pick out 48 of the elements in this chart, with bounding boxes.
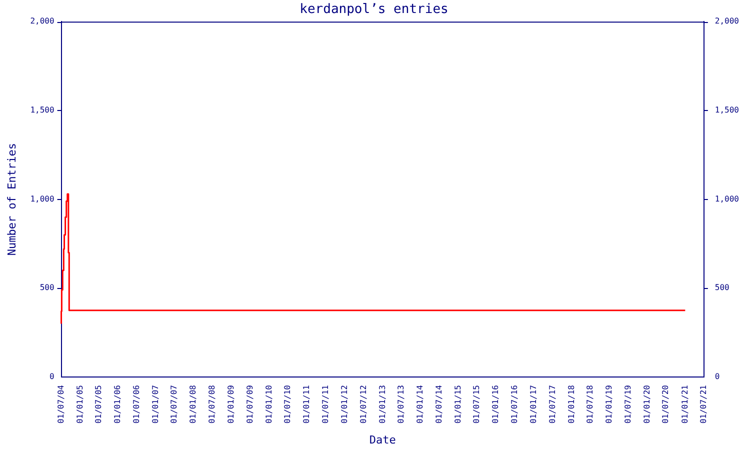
y2-tick-label: 1,000 (714, 194, 740, 204)
y-tick-label: 1,000 (30, 194, 54, 204)
x-tick-label: 01/01/18 (566, 384, 576, 424)
x-tick-label: 01/07/08 (208, 384, 217, 424)
x-tick-label: 01/01/16 (491, 384, 500, 424)
x-tick-label: 01/07/06 (132, 384, 141, 424)
x-tick-label: 01/07/07 (170, 384, 179, 424)
x-tick-label: 01/07/10 (283, 384, 292, 424)
x-tick-label: 01/01/13 (378, 384, 387, 424)
y2-tick-label: 2,000 (714, 16, 740, 26)
x-tick-label: 01/01/07 (150, 384, 160, 424)
y2-tick-label: 0 (714, 372, 720, 382)
y-axis-title: Number of Entries (5, 143, 18, 256)
x-tick-label: 01/01/14 (416, 384, 425, 424)
x-tick-label: 01/07/20 (661, 384, 670, 424)
y2-tick-label: 500 (714, 283, 730, 292)
x-tick-label: 01/07/14 (434, 384, 444, 424)
x-tick-label: 01/01/20 (642, 384, 652, 424)
x-tick-label: 01/01/11 (302, 384, 312, 424)
x-tick-label: 01/07/19 (623, 384, 632, 424)
x-tick-label: 01/01/21 (680, 384, 690, 424)
y-tick-label: 1,500 (30, 106, 54, 115)
chart-title: kerdanpol’s entries (300, 2, 448, 18)
y-tick-label: 2,000 (30, 16, 54, 26)
x-tick-label: 01/07/16 (510, 384, 520, 424)
x-tick-label: 01/01/09 (226, 384, 236, 424)
x-tick-label: 01/07/12 (358, 384, 368, 424)
x-tick-label: 01/07/11 (320, 384, 330, 424)
x-tick-label: 01/01/19 (604, 384, 614, 424)
x-tick-label: 01/07/18 (586, 384, 595, 424)
x-tick-label: 01/07/15 (472, 384, 482, 424)
x-tick-label: 01/01/10 (264, 384, 274, 424)
x-tick-label: 01/01/12 (340, 384, 349, 424)
x-tick-label: 01/07/17 (548, 384, 557, 424)
x-tick-label: 01/01/08 (188, 384, 198, 424)
x-axis-title: Date (369, 433, 396, 446)
y-tick-label: 0 (49, 372, 54, 382)
y-tick-label: 500 (40, 283, 54, 292)
x-tick-label: 01/01/15 (453, 384, 462, 424)
x-tick-label: 01/01/06 (113, 384, 122, 424)
x-tick-label: 01/07/13 (396, 384, 406, 424)
x-tick-label: 01/01/05 (75, 384, 84, 424)
x-tick-label: 01/07/05 (94, 384, 104, 424)
x-tick-label: 01/07/04 (56, 384, 66, 424)
x-tick-label: 01/07/09 (245, 384, 254, 424)
x-tick-label: 01/07/21 (698, 384, 708, 424)
y2-tick-label: 1,500 (714, 106, 740, 115)
x-tick-label: 01/01/17 (529, 384, 538, 424)
